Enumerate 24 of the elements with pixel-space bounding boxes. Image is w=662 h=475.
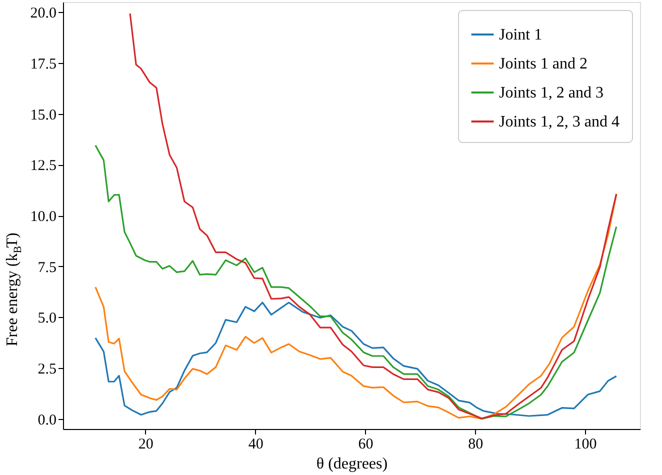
- legend-label: Joint 1: [499, 26, 542, 44]
- x-tick-label: 40: [248, 436, 264, 452]
- legend-label: Joints 1, 2 and 3: [499, 84, 604, 102]
- y-tick-label: 10.0: [30, 209, 56, 225]
- y-axis-title: Free energy (kBT): [4, 232, 24, 346]
- y-tick-label: 20.0: [30, 6, 56, 22]
- x-tick-label: 60: [358, 436, 374, 452]
- x-axis-title: θ (degrees): [316, 456, 388, 472]
- y-tick-label: 12.5: [30, 158, 56, 174]
- y-tick-label: 2.5: [38, 362, 56, 378]
- legend-label: Joints 1, 2, 3 and 4: [499, 114, 620, 130]
- y-tick-label: 15.0: [30, 107, 56, 124]
- legend-label: Joints 1 and 2: [499, 56, 588, 72]
- line-series: [94, 144, 618, 420]
- x-tick-label: 80: [468, 436, 484, 452]
- y-tick-label: 17.5: [30, 56, 56, 72]
- line-series: [129, 12, 618, 420]
- x-tick-label: 20: [138, 436, 154, 452]
- x-tick-label: 100: [574, 436, 597, 452]
- line-series: [94, 194, 618, 420]
- y-tick-label: 5.0: [38, 310, 56, 327]
- y-tick-label: 7.5: [38, 260, 56, 276]
- line-series: [94, 302, 618, 417]
- y-tick-label: 0.0: [38, 412, 56, 428]
